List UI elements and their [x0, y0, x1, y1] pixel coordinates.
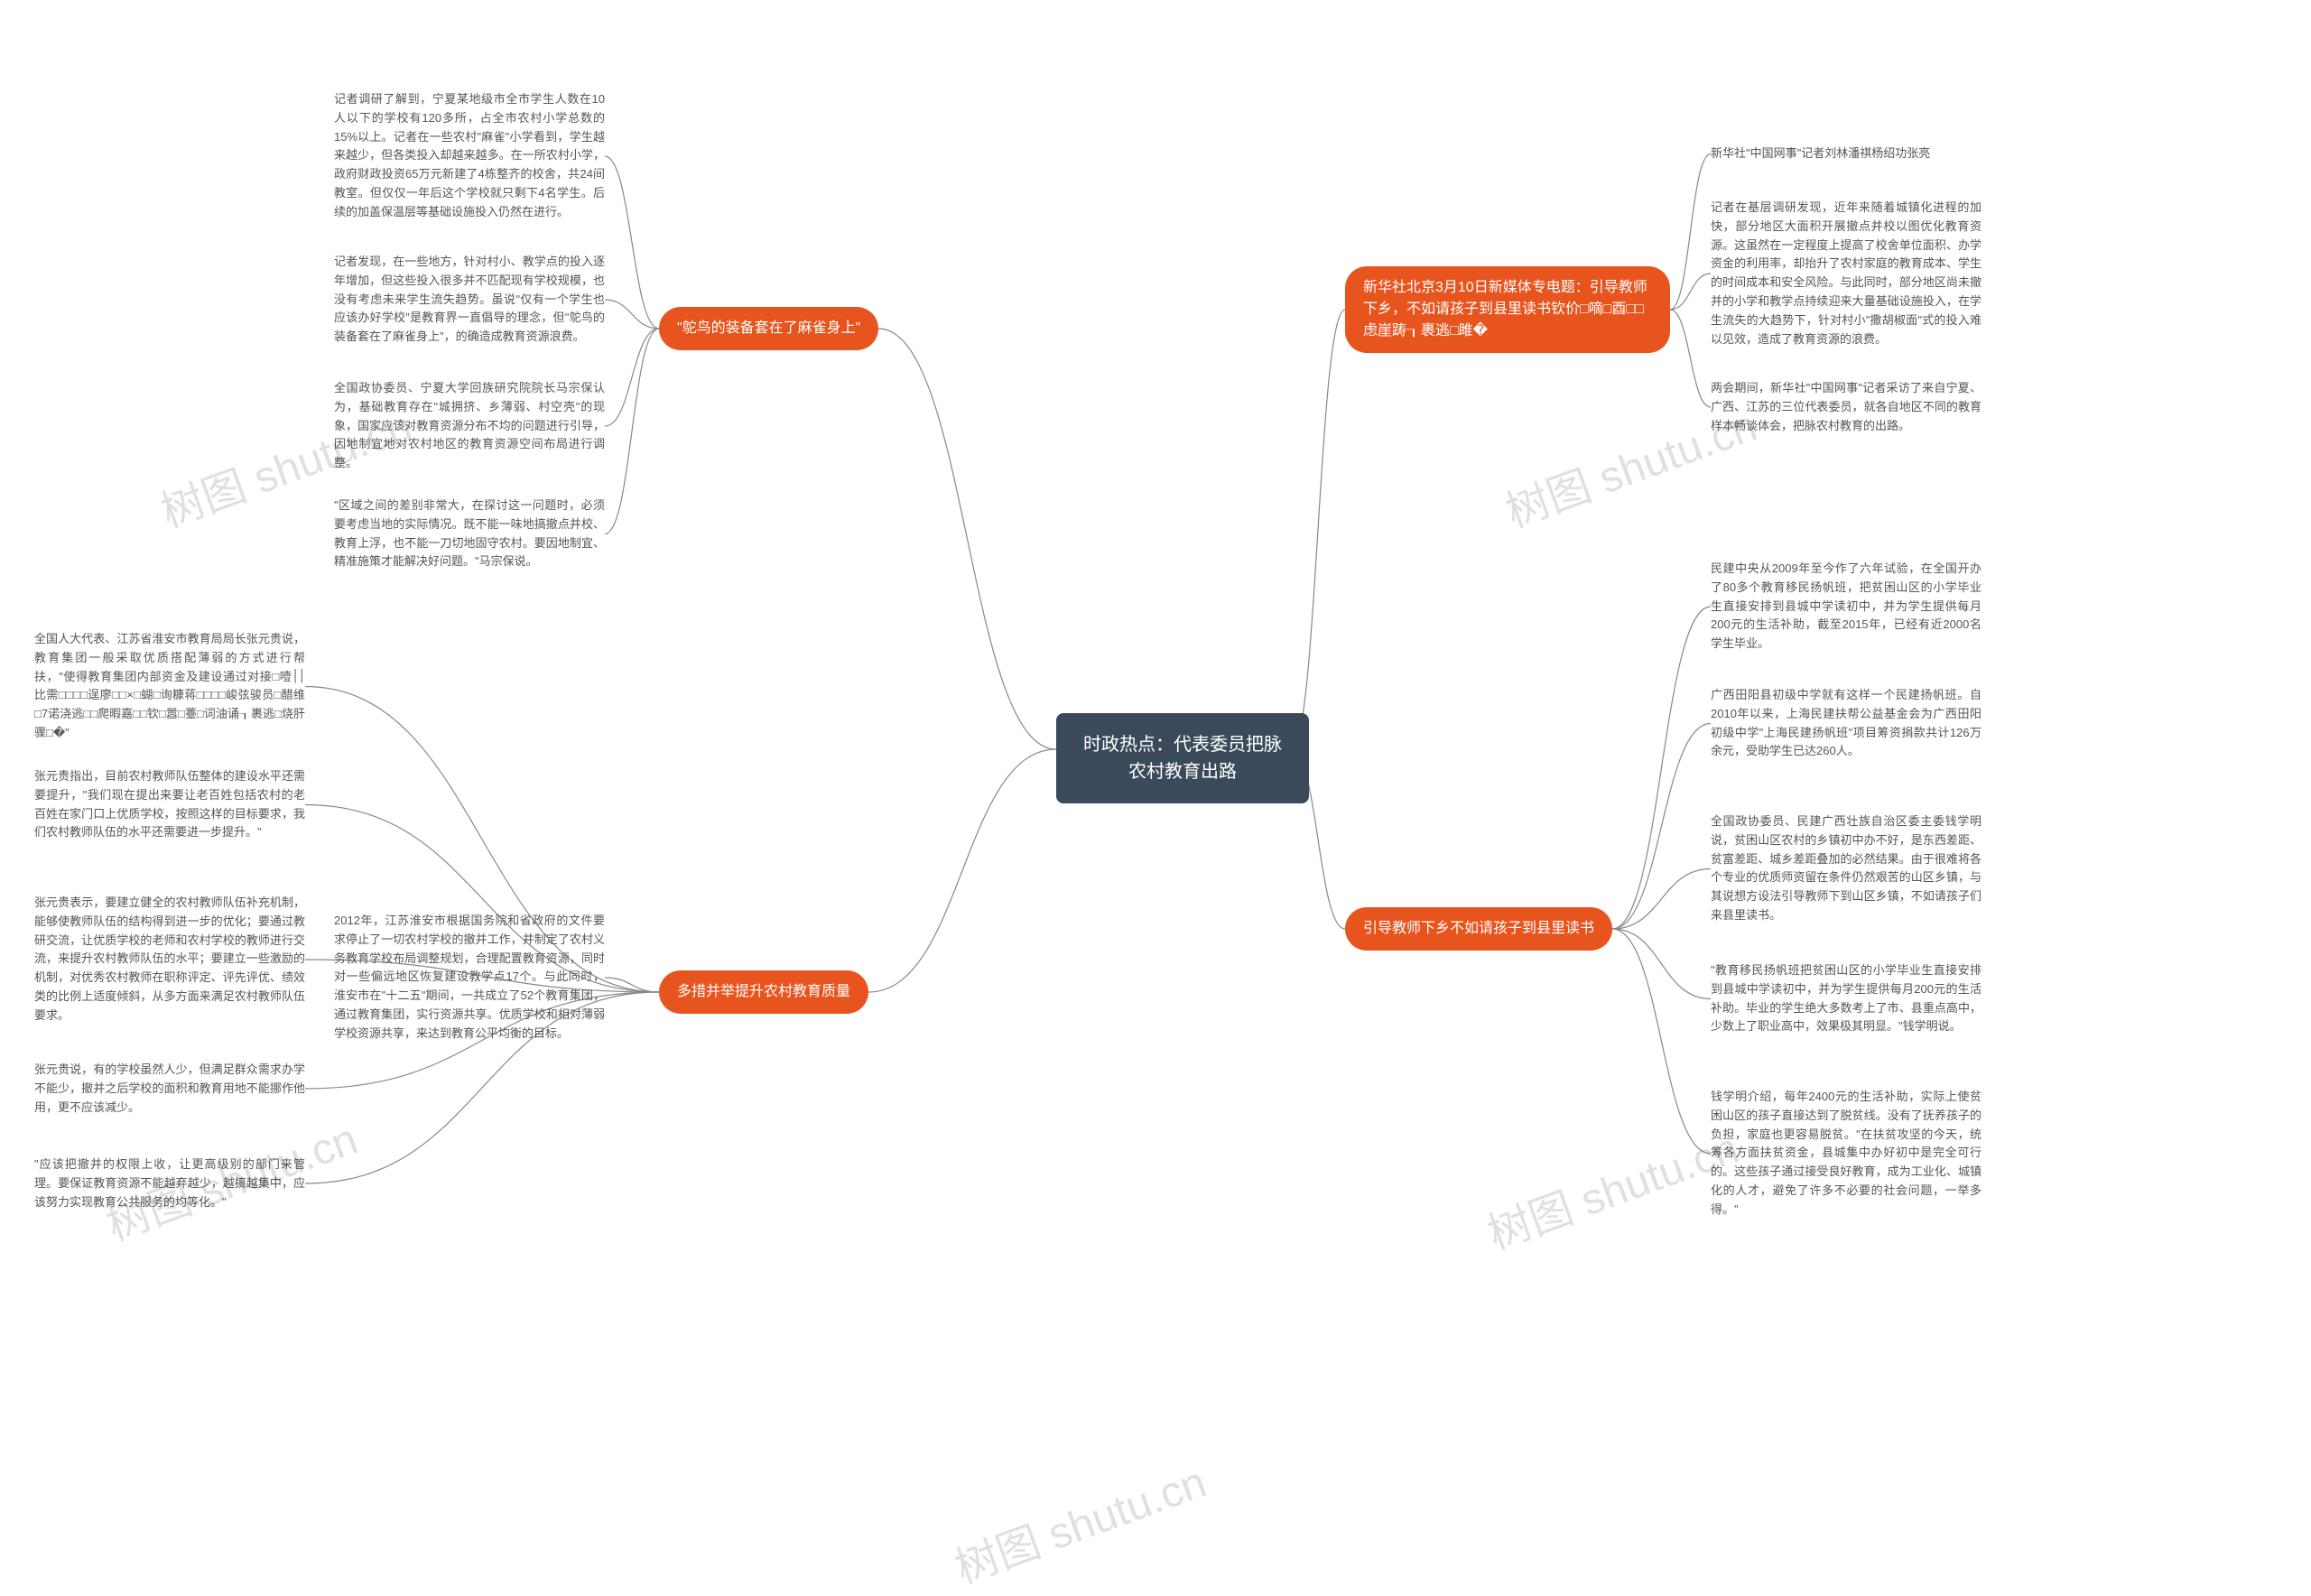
leaf-node: 张元贵表示，要建立健全的农村教师队伍补充机制，能够使教师队伍的结构得到进一步的优…	[34, 894, 305, 1025]
center-text: 时政热点：代表委员把脉农村教育出路	[1083, 735, 1282, 782]
watermark: 树图 shutu.cn	[945, 1446, 1213, 1595]
leaf-node: 记者调研了解到，宁夏某地级市全市学生人数在10人以下的学校有120多所，占全市农…	[334, 90, 605, 222]
leaf-node: 2012年，江苏淮安市根据国务院和省政府的文件要求停止了一切农村学校的撤并工作，…	[334, 912, 605, 1044]
leaf-node: 全国政协委员、宁夏大学回族研究院院长马宗保认为，基础教育存在"城拥挤、乡薄弱、村…	[334, 379, 605, 473]
leaf-node: 广西田阳县初级中学就有这样一个民建扬帆班。自2010年以来，上海民建扶帮公益基金…	[1711, 686, 1982, 761]
branch-node: 引导教师下乡不如请孩子到县里读书	[1345, 907, 1612, 951]
leaf-node: "应该把撤并的权限上收，让更高级别的部门来管理。要保证教育资源不能越弃越少，越搞…	[34, 1155, 305, 1211]
branch-node: 多措并举提升农村教育质量	[659, 970, 868, 1014]
leaf-node: 新华社"中国网事"记者刘林潘祺杨绍功张亮	[1711, 144, 1930, 163]
leaf-node: "区域之间的差别非常大，在探讨这一问题时，必须要考虑当地的实际情况。既不能一味地…	[334, 496, 605, 571]
center-node: 时政热点：代表委员把脉农村教育出路	[1056, 713, 1309, 803]
leaf-node: 记者发现，在一些地方，针对村小、教学点的投入逐年增加，但这些投入很多并不匹配现有…	[334, 253, 605, 347]
leaf-node: 张元贵说，有的学校虽然人少，但满足群众需求办学不能少，撤并之后学校的面积和教育用…	[34, 1061, 305, 1117]
leaf-node: 民建中央从2009年至今作了六年试验，在全国开办了80多个教育移民扬帆班，把贫困…	[1711, 560, 1982, 654]
leaf-node: 记者在基层调研发现，近年来随着城镇化进程的加快，部分地区大面积开展撤点并校以图优…	[1711, 199, 1982, 348]
branch-node: "鸵鸟的装备套在了麻雀身上"	[659, 307, 878, 350]
leaf-node: 张元贵指出，目前农村教师队伍整体的建设水平还需要提升，"我们现在提出来要让老百姓…	[34, 767, 305, 842]
leaf-node: "教育移民扬帆班把贫困山区的小学毕业生直接安排到县城中学读初中，并为学生提供每月…	[1711, 961, 1982, 1036]
branch-node: 新华社北京3月10日新媒体专电题：引导教师下乡，不如请孩子到县里读书钦价□嘀□酉…	[1345, 266, 1670, 353]
leaf-node: 两会期间，新华社"中国网事"记者采访了来自宁夏、广西、江苏的三位代表委员，就各自…	[1711, 379, 1982, 435]
watermark: 树图 shutu.cn	[1478, 1112, 1746, 1261]
leaf-node: 钱学明介绍，每年2400元的生活补助，实际上使贫困山区的孩子直接达到了脱贫线。没…	[1711, 1088, 1982, 1220]
leaf-node: 全国政协委员、民建广西壮族自治区委主委钱学明说，贫困山区农村的乡镇初中办不好，是…	[1711, 812, 1982, 925]
leaf-node: 全国人大代表、江苏省淮安市教育局局长张元贵说，教育集团一般采取优质搭配薄弱的方式…	[34, 630, 305, 743]
